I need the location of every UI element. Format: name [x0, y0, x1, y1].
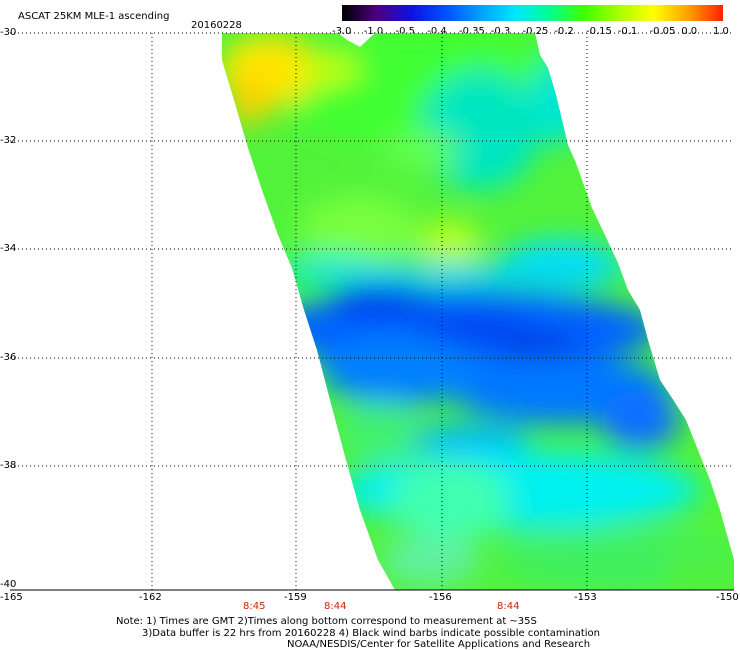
product-date: 20160228: [191, 20, 242, 31]
time-label: 8:45: [243, 601, 266, 612]
colorbar-fill: [342, 5, 723, 21]
lat-label: -36: [0, 352, 17, 363]
colorbar-tick-label: -0.5: [395, 26, 416, 37]
colorbar-gradient: [342, 5, 723, 21]
note-line-1: Note: 1) Times are GMT 2)Times along bot…: [116, 616, 537, 627]
colorbar-tick-label: -0.25: [522, 26, 549, 37]
lon-label: -165: [0, 592, 23, 603]
lat-label: -30: [0, 27, 17, 38]
colorbar-labels: -3.0 -1.0 -0.5 -0.4 -0.35 -0.3 -0.25 -0.2 -0.15-…: [330, 26, 740, 38]
lon-label: -159: [284, 592, 307, 603]
lon-label: -150: [716, 592, 739, 603]
time-label: 8:44: [324, 601, 347, 612]
product-title: ASCAT 25KM MLE-1 ascending: [18, 11, 170, 22]
colorbar-tick-label: -0.05: [649, 26, 676, 37]
grid-lines: [10, 32, 734, 590]
lon-label: -162: [139, 592, 162, 603]
colorbar: [342, 5, 723, 21]
lat-label: -40: [0, 579, 17, 590]
colorbar-tick-label: -0.3: [490, 26, 511, 37]
colorbar-tick-label: 1.0: [713, 26, 729, 37]
colorbar-tick-label: -0.15: [586, 26, 612, 37]
colorbar-tick-label: 0.0: [681, 26, 698, 37]
lon-label: -153: [574, 592, 597, 603]
note-line-2: 3)Data buffer is 22 hrs from 20160228 4)…: [142, 628, 600, 639]
lat-label: -38: [0, 460, 17, 471]
lon-label: -156: [429, 592, 452, 603]
lat-label: -32: [0, 135, 17, 146]
colorbar-tick-label: -0.1: [617, 26, 638, 37]
colorbar-tick-label: -1.0: [363, 26, 384, 37]
colorbar-tick-label: -0.2: [554, 26, 574, 37]
colorbar-tick-label: -0.4: [427, 26, 447, 37]
time-label: 8:44: [497, 601, 520, 612]
colorbar-tick-label: -0.35: [459, 26, 485, 37]
lat-label: -34: [0, 243, 17, 254]
note-line-3: NOAA/NESDIS/Center for Satellite Applica…: [287, 639, 591, 650]
colorbar-tick-label: -3.0: [332, 26, 352, 37]
